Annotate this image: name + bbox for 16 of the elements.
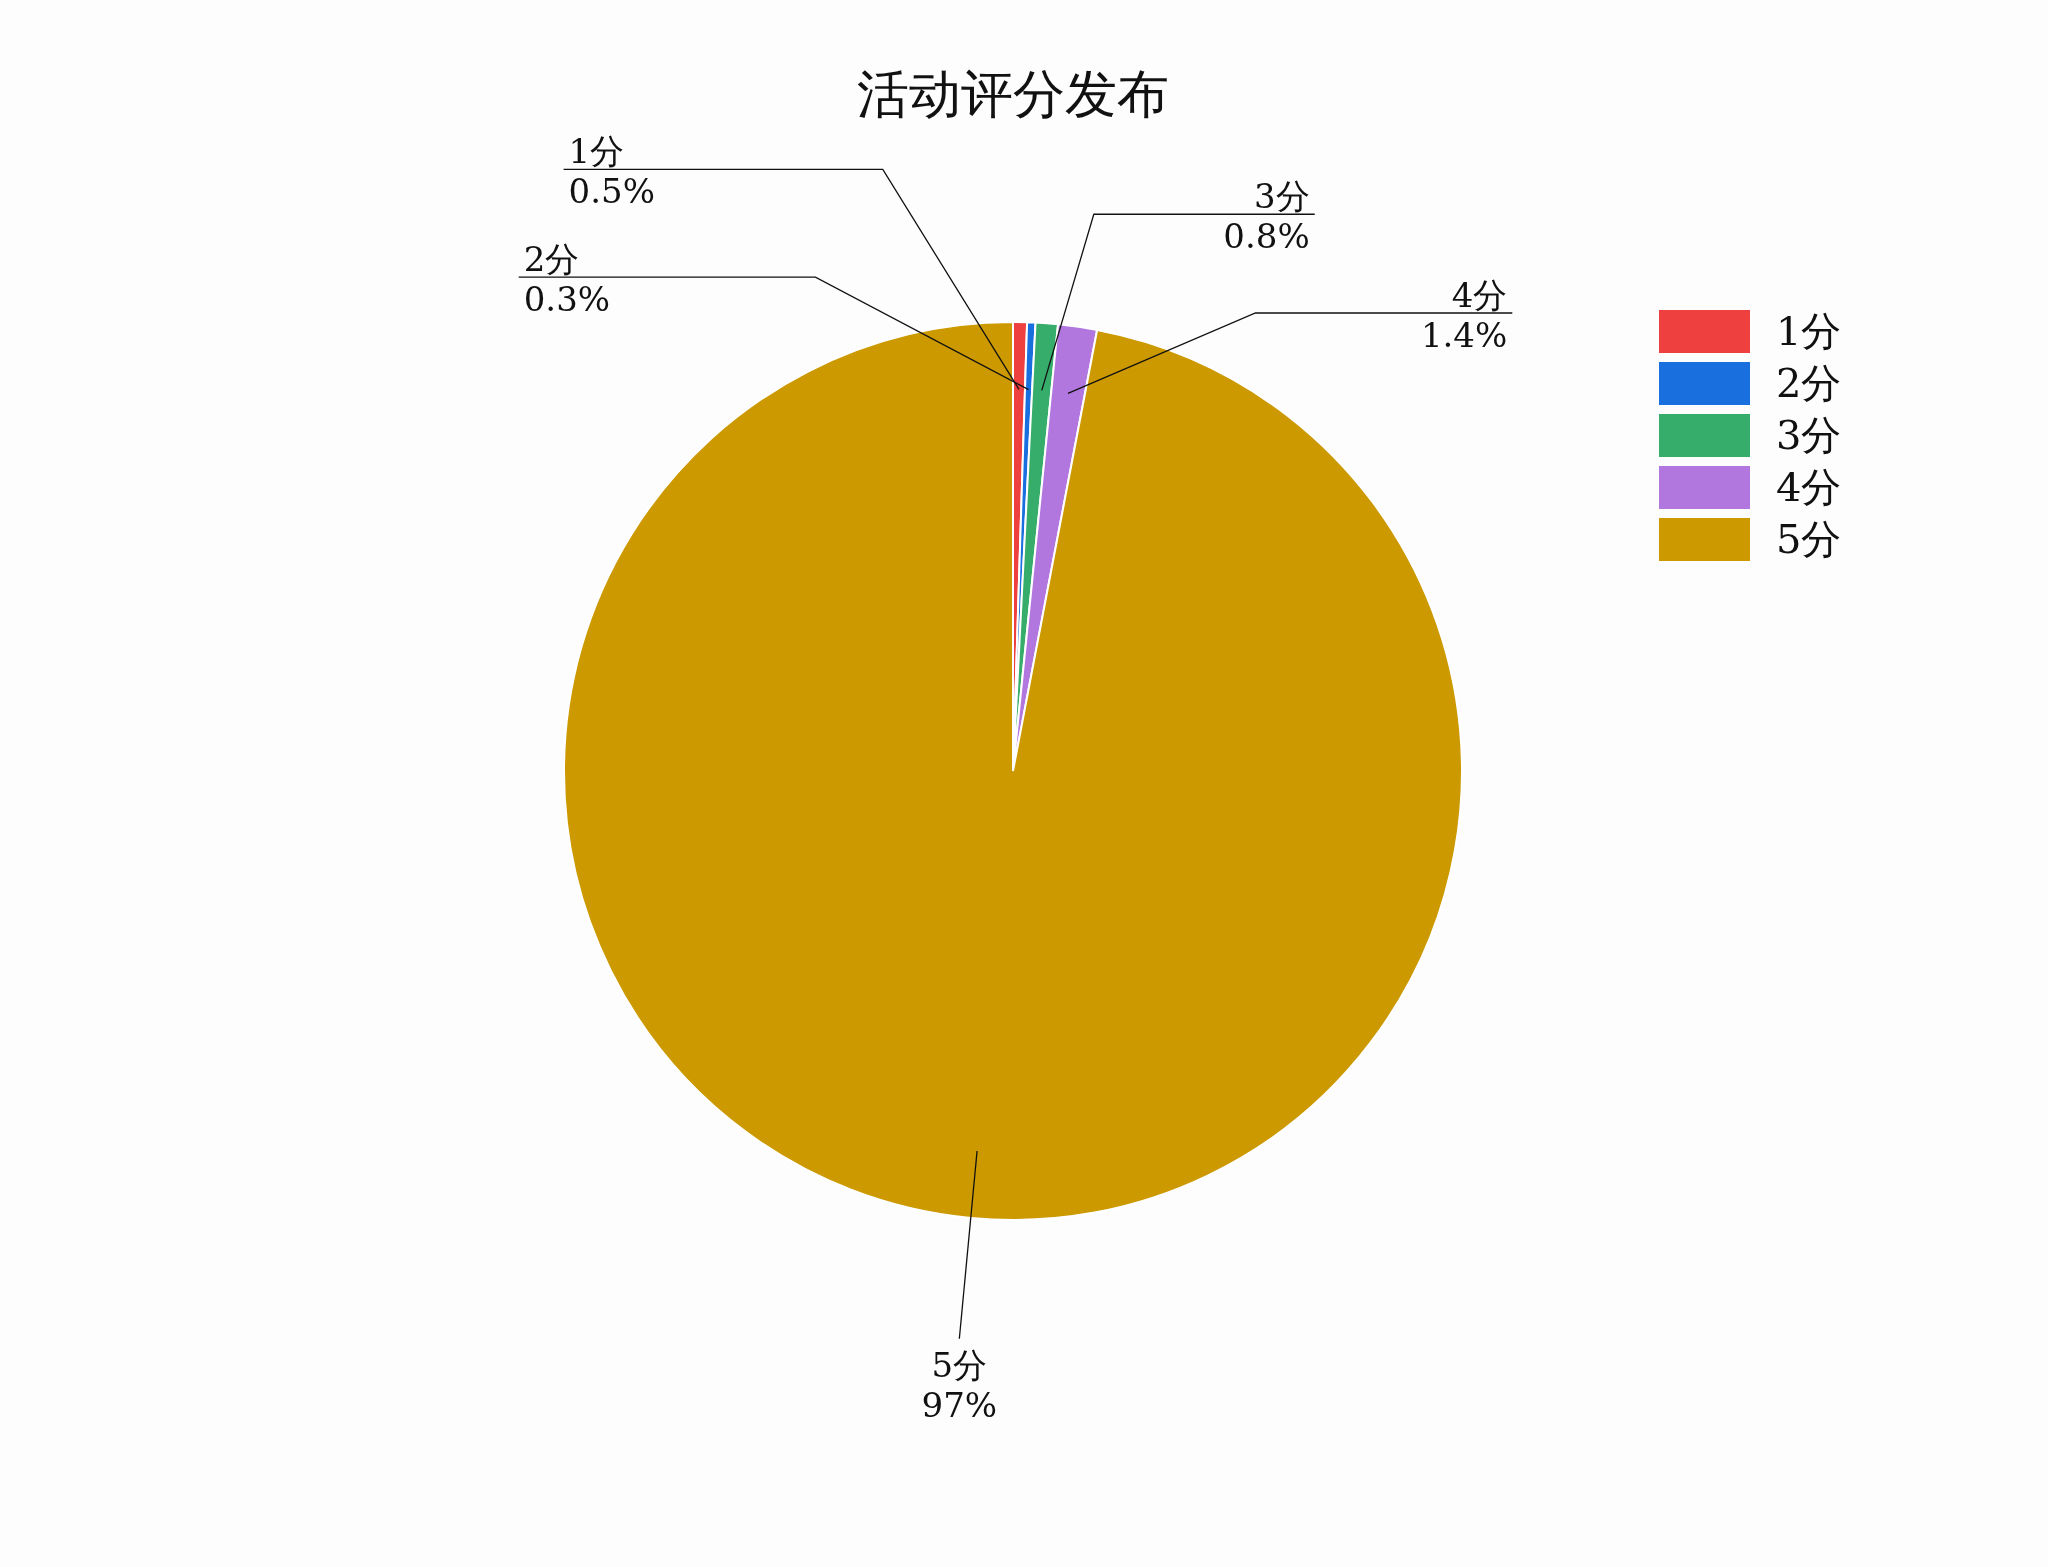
legend-label: 4分 — [1776, 464, 1842, 510]
data-label: 0.8% — [1223, 216, 1310, 257]
slice-label: 4分 — [1451, 275, 1508, 316]
slice-label: 2分 — [523, 239, 580, 280]
data-label: 0.5% — [568, 171, 655, 212]
data-label: 0.3% — [523, 279, 611, 320]
chart-title: 活动评分发布 — [857, 64, 1169, 124]
data-label: 97% — [921, 1384, 998, 1425]
slice-label: 1分 — [568, 131, 625, 172]
legend-label: 1分 — [1776, 308, 1842, 354]
legend-label: 2分 — [1776, 360, 1842, 406]
slice-label: 3分 — [1254, 176, 1310, 217]
legend-label: 3分 — [1776, 412, 1842, 458]
data-label: 1.4% — [1420, 315, 1508, 356]
legend-label: 5分 — [1776, 516, 1842, 562]
slice-label: 5分 — [931, 1344, 988, 1385]
